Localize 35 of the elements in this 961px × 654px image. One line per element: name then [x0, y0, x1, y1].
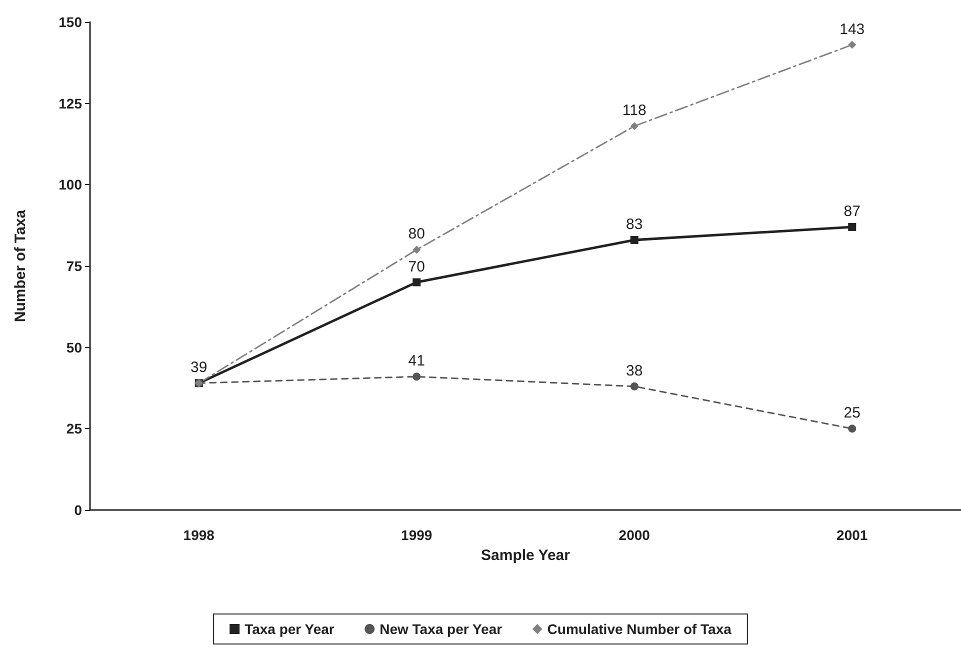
y-tick-label: 100: [58, 176, 82, 193]
point: [412, 372, 421, 381]
data-label: 143: [840, 20, 865, 38]
x-tick-label: 2001: [836, 527, 868, 543]
point: [630, 236, 638, 244]
y-tick-label: 50: [66, 339, 82, 356]
legend-label: Cumulative Number of Taxa: [547, 621, 732, 637]
data-label: 25: [844, 404, 860, 422]
data-label: 41: [408, 352, 425, 370]
y-axis-title: Number of Taxa: [12, 209, 29, 322]
legend-label: New Taxa per Year: [380, 621, 503, 637]
point: [848, 424, 856, 433]
x-axis-title: Sample Year: [481, 547, 570, 564]
data-label: 70: [408, 258, 425, 276]
x-tick-label: 1998: [183, 527, 215, 543]
x-tick-label: 1999: [401, 527, 432, 543]
data-label: 83: [626, 216, 643, 233]
y-tick-label: 75: [66, 258, 82, 274]
point: [630, 122, 638, 130]
point: [412, 246, 421, 254]
data-label: 39: [190, 359, 208, 376]
x-tick-label: 2000: [618, 527, 650, 543]
point: [412, 278, 421, 286]
y-tick-label: 0: [74, 502, 82, 518]
y-tick-label: 125: [58, 95, 82, 112]
data-label: 38: [626, 362, 643, 380]
data-label: 80: [408, 226, 425, 243]
legend-label: Taxa per Year: [244, 621, 335, 637]
point: [848, 40, 856, 49]
y-tick-label: 150: [58, 14, 82, 30]
data-label: 118: [622, 102, 646, 120]
point: [630, 382, 638, 390]
y-tick-label: 25: [66, 420, 82, 437]
point: [848, 222, 856, 231]
data-label: 87: [844, 202, 860, 220]
